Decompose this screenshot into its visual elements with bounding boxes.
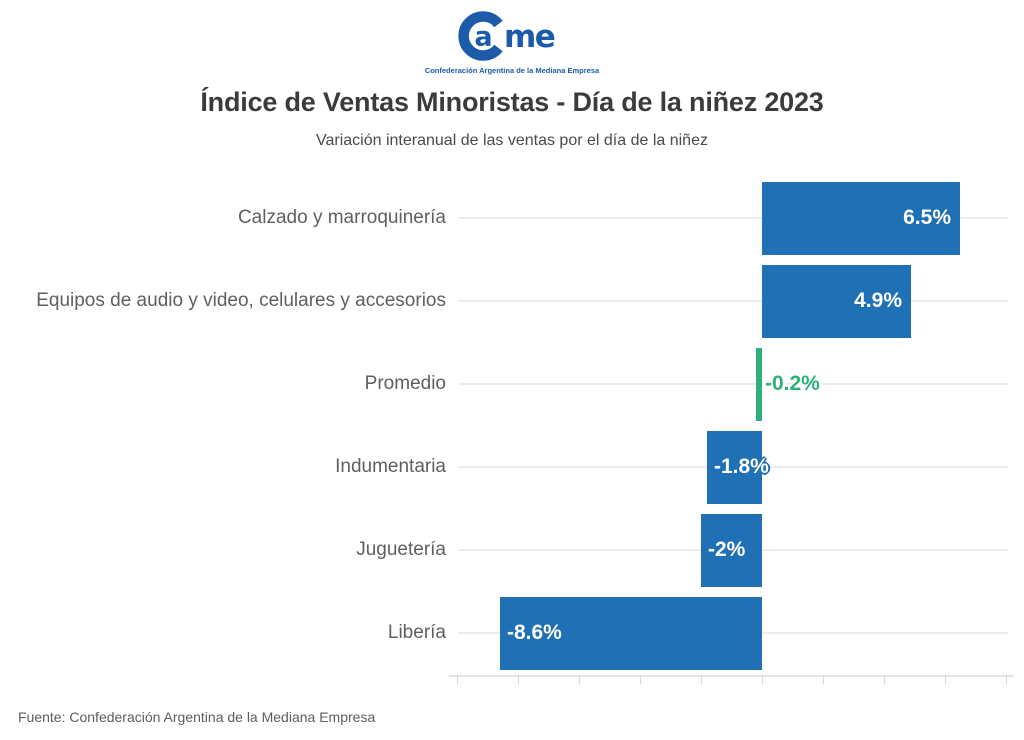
x-axis-line [449, 675, 1014, 677]
chart-title: Índice de Ventas Minoristas - Día de la … [200, 87, 824, 117]
gridline [458, 383, 1008, 385]
logo-c-ring [458, 11, 503, 61]
bar [756, 348, 762, 421]
logo-letters-me: me [504, 19, 555, 55]
axis-tick [762, 675, 763, 684]
value-label: -2% [708, 538, 746, 561]
axis-tick [823, 675, 824, 684]
axis-tick [1006, 675, 1007, 684]
category-label: Libería [387, 622, 446, 643]
chart-subtitle: Variación interanual de las ventas por e… [316, 132, 708, 149]
source-note: Fuente: Confederación Argentina de la Me… [18, 709, 376, 725]
category-label: Equipos de audio y video, celulares y ac… [36, 290, 446, 311]
gridline [458, 217, 1008, 219]
axis-tick [518, 675, 519, 684]
bar [707, 431, 762, 504]
value-label: -0.2% [765, 372, 820, 395]
gridline [458, 300, 1008, 302]
axis-tick [457, 675, 458, 684]
bar [762, 182, 960, 255]
value-label: -8.6% [507, 621, 562, 644]
category-label: Calzado y marroquinería [237, 207, 446, 228]
axis-tick [945, 675, 946, 684]
value-label: 4.9% [854, 289, 902, 312]
logo-tagline: Confederación Argentina de la Mediana Em… [424, 66, 600, 75]
value-label: -1.8% [714, 455, 769, 478]
came-logo-mark: a me [458, 11, 556, 61]
bar [762, 265, 911, 338]
axis-tick [640, 675, 641, 684]
category-label: Juguetería [356, 539, 446, 560]
bar [701, 514, 762, 587]
axis-tick [884, 675, 885, 684]
bar [500, 597, 762, 670]
value-label: 6.5% [903, 206, 951, 229]
axis-tick [579, 675, 580, 684]
logo-letter-a: a [474, 22, 492, 53]
came-logo: a me Confederación Argentina de la Media… [422, 10, 602, 75]
category-label: Promedio [364, 373, 446, 394]
category-label: Indumentaria [335, 456, 446, 477]
axis-tick [701, 675, 702, 684]
